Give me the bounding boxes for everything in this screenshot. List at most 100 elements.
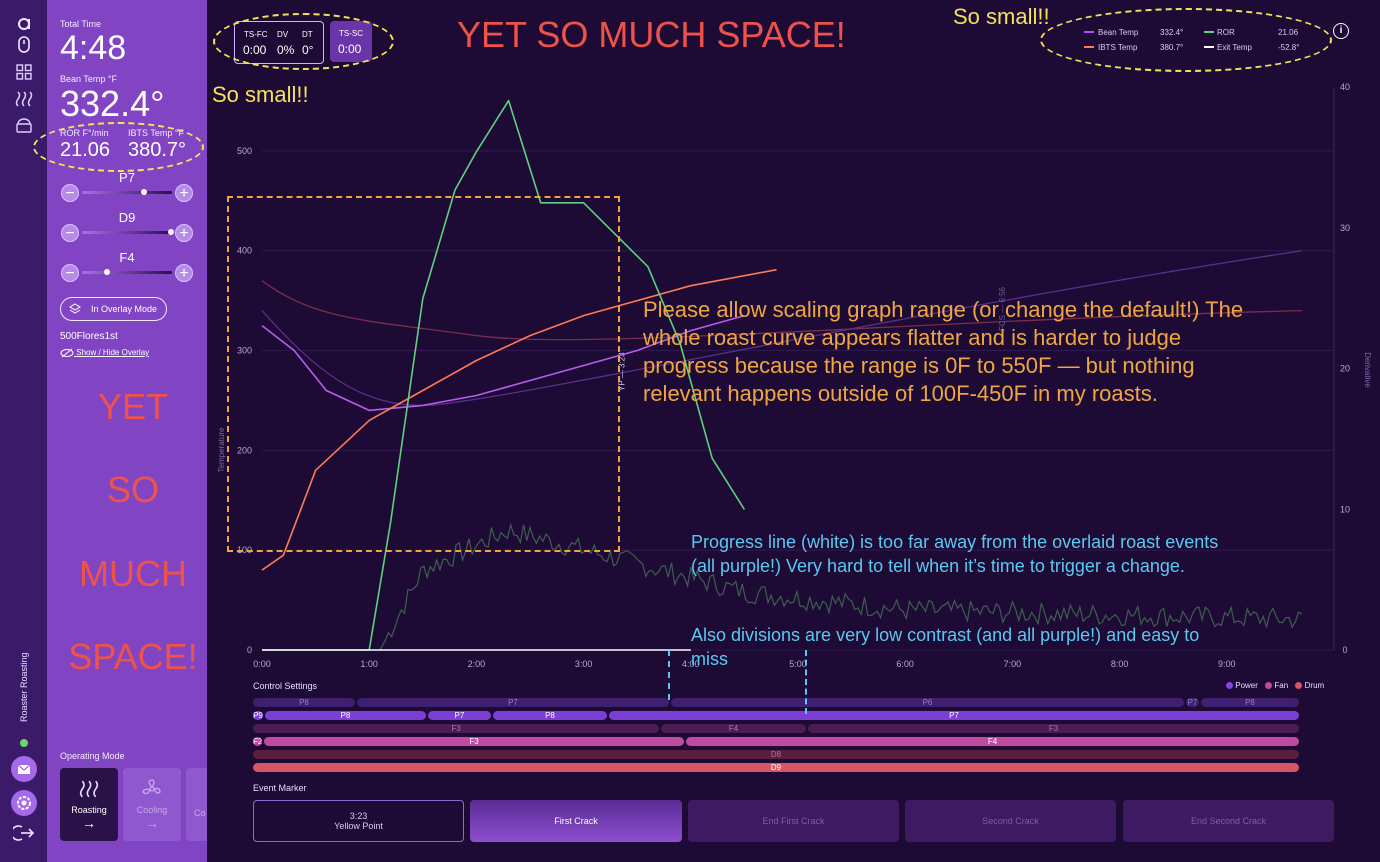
total-time-value: 4:48 — [60, 29, 127, 67]
control-settings-title: Control Settings — [253, 681, 318, 691]
fan-segment: F4 — [686, 737, 1299, 746]
legend-drum: Drum — [1304, 681, 1325, 690]
annotation-space-top: YET SO MUCH SPACE! — [457, 14, 846, 55]
info-icon[interactable]: i — [1333, 23, 1349, 39]
annotation-dashed-line — [668, 650, 670, 700]
annotation-so: SO — [106, 469, 159, 510]
second-crack-button[interactable]: Second Crack — [905, 800, 1116, 842]
status-label: Roaster Roasting — [19, 652, 29, 722]
y-tick-label: 300 — [237, 346, 252, 356]
drum-decrease-button[interactable]: − — [61, 224, 79, 242]
overlay-mode-label: In Overlay Mode — [91, 304, 158, 314]
power-slider-track[interactable] — [82, 191, 172, 194]
control-legend: Power Fan Drum — [1226, 681, 1324, 690]
power-dot — [1226, 682, 1233, 690]
first-crack-label: First Crack — [554, 816, 598, 826]
power-decrease-button[interactable]: − — [61, 184, 79, 202]
x-tick-label: 7:00 — [1004, 659, 1022, 669]
annotation-divisions-note: Also divisions are very low contrast (an… — [691, 625, 1200, 669]
overlay-bean-line — [261, 250, 1302, 407]
first-crack-button[interactable]: First Crack — [470, 800, 682, 842]
power-fan-drum-sliders: P7 − + D9 − + F4 − + — [47, 168, 207, 288]
event-marker-title: Event Marker — [253, 783, 307, 793]
y2-tick-label: 0 — [1342, 645, 1347, 655]
status-indicator: Roaster Roasting — [13, 652, 35, 747]
x-tick-label: 9:00 — [1218, 659, 1236, 669]
drum-slider-label: D9 — [118, 210, 136, 225]
settings-icon[interactable] — [11, 790, 37, 816]
fan-decrease-button[interactable]: − — [61, 264, 79, 282]
power-segment: P7 — [428, 711, 491, 720]
overlay-fan-segment: F3 — [253, 724, 659, 733]
annotation-space: SPACE! — [68, 636, 198, 677]
mode-cooling-label: Cooling — [136, 805, 168, 815]
yellow-point-button[interactable]: 3:23 Yellow Point — [253, 800, 464, 842]
end-second-crack-button[interactable]: End Second Crack — [1123, 800, 1334, 842]
total-time-label: Total Time — [60, 19, 102, 29]
power-slider-thumb[interactable] — [141, 189, 147, 195]
fan-segment: F3 — [264, 737, 684, 746]
fan-slider-label: F4 — [119, 250, 135, 265]
mail-icon[interactable] — [11, 756, 37, 782]
overlay-ibts-line — [261, 280, 1302, 341]
series-line-ibts-temp — [261, 268, 777, 571]
series-line-bean-temp — [261, 314, 745, 412]
annotation-ellipse-stats — [213, 13, 394, 70]
y-tick-label: 0 — [247, 645, 252, 655]
end-first-crack-label: End First Crack — [762, 816, 825, 826]
bean-temp-value: 332.4° — [60, 83, 165, 124]
grid-icon[interactable] — [13, 64, 35, 86]
yellow-point-time: 3:23 — [349, 811, 368, 821]
second-crack-label: Second Crack — [982, 816, 1039, 826]
drum-slider-track[interactable] — [82, 231, 172, 234]
logout-icon[interactable] — [10, 824, 35, 847]
fan-increase-button[interactable]: + — [175, 264, 193, 282]
drum-increase-button[interactable]: + — [175, 224, 193, 242]
fan-slider-thumb[interactable] — [104, 269, 110, 275]
show-hide-overlay-link[interactable]: Show / Hide Overlay — [60, 348, 149, 358]
y-tick-label: 200 — [237, 445, 252, 455]
x-tick-label: 4:00 — [682, 659, 700, 669]
power-segment: P9 — [253, 711, 263, 720]
mouse-icon[interactable] — [13, 36, 35, 58]
x-tick-label: 3:00 — [575, 659, 593, 669]
show-hide-overlay-label: Show / Hide Overlay — [76, 348, 150, 358]
mode-roasting-card[interactable]: Roasting → — [60, 768, 118, 841]
x-tick-label: 5:00 — [789, 659, 807, 669]
mode-third-card[interactable]: Co — [186, 768, 207, 841]
y-tick-label: 400 — [237, 246, 252, 256]
power-segment: P7 — [609, 711, 1299, 720]
fan-segment: F2 — [253, 737, 262, 746]
drum-slider-thumb[interactable] — [168, 229, 174, 235]
roaster-icon[interactable] — [13, 116, 35, 138]
yp-marker-label: YP — 3:23 — [617, 352, 626, 391]
overlay-fan-segment: F3 — [808, 724, 1299, 733]
y-tick-label: 500 — [237, 146, 252, 156]
overlay-mode-button[interactable]: In Overlay Mode — [60, 297, 167, 321]
x-tick-label: 8:00 — [1111, 659, 1129, 669]
roast-readout-panel: Total Time 4:48 Bean Temp °F 332.4° ROR … — [47, 0, 207, 862]
power-increase-button[interactable]: + — [175, 184, 193, 202]
annotation-yet: YET — [97, 386, 168, 427]
drum-dot — [1295, 682, 1303, 690]
overlay-power-segment: P7 — [357, 698, 669, 707]
x-tick-label: 0:00 — [253, 659, 271, 669]
x-tick-label: 6:00 — [896, 659, 914, 669]
mode-cooling-card[interactable]: Cooling → — [123, 768, 181, 841]
fan-slider-track[interactable] — [82, 271, 172, 274]
cooling-fan-icon — [142, 779, 161, 795]
heat-waves-icon[interactable] — [13, 90, 35, 112]
status-dot — [20, 739, 28, 747]
power-slider-label: P7 — [119, 170, 135, 185]
series-line-ror — [262, 99, 746, 651]
annotation-progress-note: Progress line (white) is too far away fr… — [691, 532, 1219, 576]
legend-power: Power — [1235, 681, 1258, 690]
mode-third-label: Co — [194, 808, 206, 818]
y2-tick-label: 40 — [1340, 82, 1350, 92]
overlay-power-segment: P7 — [1186, 698, 1199, 707]
fan-dot — [1265, 682, 1273, 690]
icon-rail: Roaster Roasting — [0, 0, 47, 862]
annotation-small-right: So small!! — [953, 4, 1050, 29]
end-first-crack-button[interactable]: End First Crack — [688, 800, 899, 842]
